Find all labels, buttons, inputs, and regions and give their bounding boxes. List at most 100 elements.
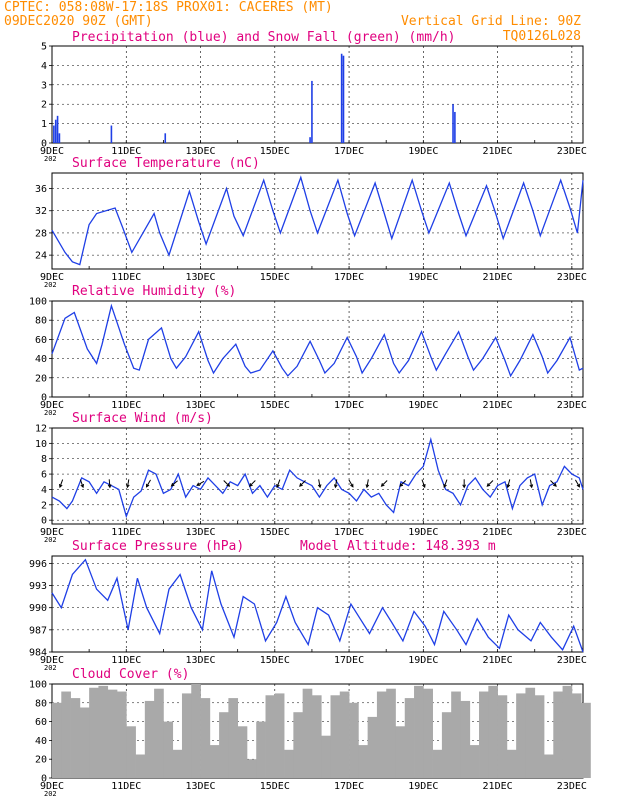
x-tick-label: 9DEC (40, 400, 64, 411)
wind-arrow-head (399, 483, 404, 487)
wind-arrow (399, 480, 407, 487)
wind-arrow (223, 480, 230, 487)
x-tick-label: 13DEC (185, 146, 215, 157)
x-tick-label: 11DEC (111, 655, 141, 666)
x-tick-label: 15DEC (260, 272, 290, 283)
precip-bar (56, 115, 59, 143)
cloud-bar (246, 759, 257, 778)
panel-title: Precipitation (blue) and Snow Fall (gree… (72, 30, 456, 45)
y-tick-label: 0 (41, 774, 47, 785)
cloud-bar (488, 685, 498, 778)
y-tick-label: 984 (29, 648, 47, 659)
x-tick-label: 21DEC (483, 146, 513, 157)
wind-arrow-head (276, 484, 280, 489)
cloud-bar (293, 712, 304, 778)
wind-arrow-head (350, 483, 354, 488)
x-tick-label: 17DEC (334, 655, 364, 666)
cloud-bar (302, 688, 313, 778)
y-tick-label: 20 (35, 373, 47, 384)
cloud-bar (423, 688, 433, 778)
x-tick-label: 23DEC (557, 272, 587, 283)
x-tick-label: 9DEC (40, 527, 64, 538)
wind-arrow-head (145, 483, 150, 488)
cloud-bar (265, 695, 276, 778)
x-tick-sublabel: 202 (44, 281, 57, 289)
y-tick-label: 2 (41, 100, 47, 111)
x-tick-label: 13DEC (185, 655, 215, 666)
x-tick-label: 11DEC (111, 781, 141, 792)
cloud-bar (126, 726, 136, 778)
x-tick-label: 17DEC (334, 781, 364, 792)
x-tick-label: 23DEC (557, 527, 587, 538)
wind-arrow-head (248, 483, 253, 487)
wind-arrow-head (486, 483, 491, 487)
x-tick-label: 11DEC (111, 527, 141, 538)
x-tick-label: 17DEC (334, 272, 364, 283)
cloud-bar (497, 695, 508, 778)
wind-arrow (348, 479, 354, 488)
cloud-bar (135, 754, 146, 778)
wind-arrow (299, 480, 306, 487)
cloud-bar (553, 691, 563, 778)
x-tick-label: 11DEC (111, 272, 141, 283)
wind-arrow (550, 480, 557, 487)
x-tick-sublabel: 202 (44, 790, 57, 798)
wind-arrow-head (107, 484, 112, 489)
cloud-bar (209, 745, 220, 778)
cloud-bar (89, 687, 99, 778)
y-tick-label: 3 (41, 80, 47, 91)
y-tick-label: 28 (35, 228, 47, 239)
x-tick-label: 9DEC (40, 272, 64, 283)
wind-arrow-head (80, 484, 84, 489)
cloud-bar (516, 693, 526, 778)
cloud-bar (367, 716, 378, 778)
wind-arrow-head (196, 482, 201, 486)
cloud-bar (52, 702, 62, 778)
cloud-bar (414, 685, 424, 778)
cloud-bar (451, 691, 461, 778)
cloud-bar (330, 695, 341, 778)
x-tick-label: 15DEC (260, 527, 290, 538)
wind-arrow (574, 479, 580, 488)
cloud-bar (479, 691, 489, 778)
x-tick-label: 15DEC (260, 781, 290, 792)
y-tick-label: 12 (35, 424, 47, 435)
x-tick-label: 19DEC (408, 272, 438, 283)
x-tick-sublabel: 202 (44, 536, 57, 544)
cloud-bar (116, 691, 127, 778)
y-tick-label: 4 (41, 485, 47, 496)
y-tick-label: 996 (29, 559, 47, 570)
cloud-bar (349, 702, 359, 778)
x-tick-label: 17DEC (334, 527, 364, 538)
x-tick-label: 17DEC (334, 400, 364, 411)
panel-title: Surface Pressure (hPa) (72, 539, 244, 554)
wind-arrow (276, 479, 281, 488)
wind-arrow (108, 479, 111, 488)
y-tick-label: 987 (29, 625, 47, 636)
wind-arrow-head (576, 483, 580, 488)
wind-arrow-head (506, 484, 511, 489)
panel-title: Surface Temperature (nC) (72, 156, 260, 171)
x-tick-sublabel: 202 (44, 155, 57, 163)
cloud-bar (256, 721, 266, 778)
header-line1: CPTEC: 058:08W-17:18S PROX01: CACERES (M… (4, 0, 333, 15)
wind-arrow (79, 479, 84, 488)
panel-title: Surface Wind (m/s) (72, 411, 213, 426)
y-tick-label: 0 (41, 139, 47, 150)
cloud-bar (395, 726, 406, 778)
precip-bar (53, 125, 55, 143)
wind-arrow (381, 480, 388, 487)
cloud-bar (432, 749, 443, 778)
cloud-bar (311, 695, 322, 778)
panel-1: 9DEC202 11DEC 13DEC 15DEC 17DEC 19DEC 21DEC 23D… (40, 30, 587, 163)
precip-bar (54, 119, 57, 143)
cloud-bar (562, 685, 573, 778)
wind-arrow-head (462, 484, 467, 489)
panel-title: Cloud Cover (%) (72, 667, 189, 682)
cloud-bar (219, 712, 229, 778)
cloud-bar (441, 712, 452, 778)
cloud-bar (404, 698, 415, 778)
x-tick-label: 23DEC (557, 146, 587, 157)
precip-bar (311, 80, 313, 143)
